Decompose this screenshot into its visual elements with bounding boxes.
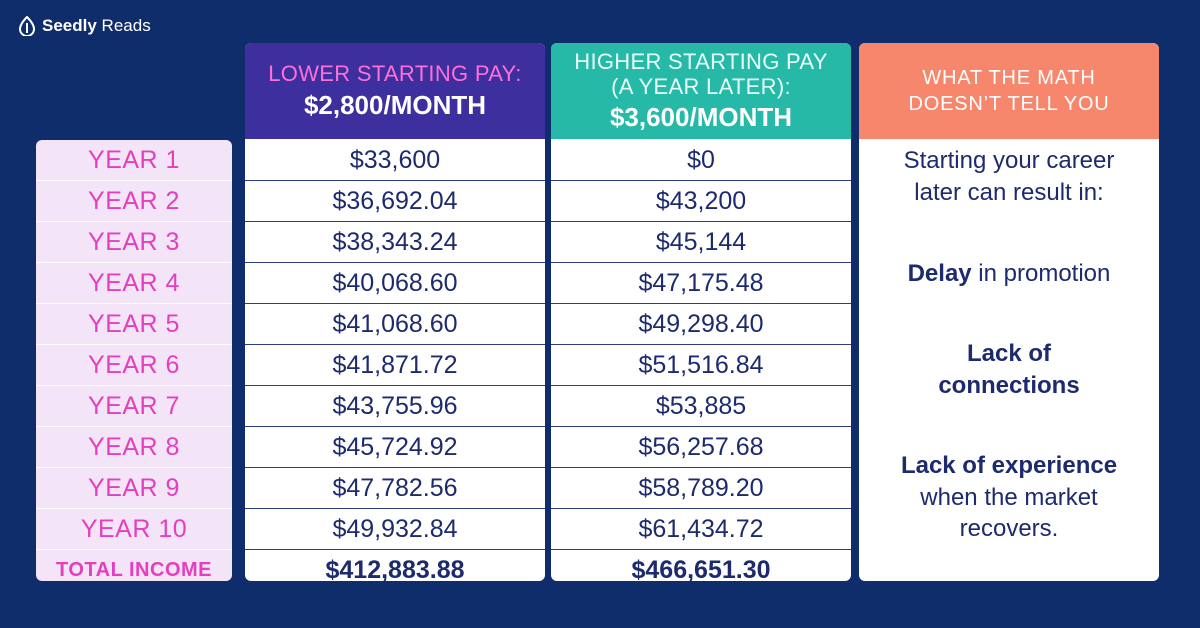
- higher-pay-values: $0 $43,200 $45,144 $47,175.48 $49,298.40 $51,…: [551, 140, 851, 581]
- lower-header-amount: $2,800/MONTH: [303, 89, 487, 120]
- lower-pay-header: LOWER STARTING PAY: $2,800/MONTH: [245, 43, 545, 139]
- note-connections-line1: Lack of: [966, 340, 1052, 367]
- note-experience-line2: when the market: [920, 483, 1098, 511]
- note-intro: Starting your career later can result in…: [859, 145, 1159, 208]
- lower-pay-values: $33,600 $36,692.04 $38,343.24 $40,068.60 $41…: [245, 140, 545, 581]
- brand-name: Seedly Reads: [42, 16, 151, 35]
- value-cell: $0: [551, 140, 851, 181]
- value-cell: $41,068.60: [245, 304, 545, 345]
- value-cell: $40,068.60: [245, 263, 545, 304]
- higher-header-line1: HIGHER STARTING PAY: [574, 48, 828, 74]
- higher-header-line2: (A YEAR LATER):: [611, 74, 791, 100]
- notes-column: WHAT THE MATH DOESN’T TELL YOU Starting …: [859, 43, 1159, 581]
- value-cell: $47,782.56: [245, 468, 545, 509]
- total-value-cell: $466,651.30: [631, 555, 771, 582]
- lower-pay-column: LOWER STARTING PAY: $2,800/MONTH $33,600…: [245, 43, 545, 581]
- value-cell: $36,692.04: [245, 181, 545, 222]
- value-cell: $41,871.72: [245, 345, 545, 386]
- higher-pay-header: HIGHER STARTING PAY (A YEAR LATER): $3,6…: [551, 43, 851, 139]
- notes-header-line2: DOESN’T TELL YOU: [908, 93, 1110, 115]
- note-experience-bold: Lack of experience: [900, 452, 1118, 479]
- note-delay-rest: in promotion: [971, 260, 1111, 287]
- year-label: YEAR 1: [36, 140, 232, 181]
- seed-icon: [18, 16, 36, 36]
- year-label: YEAR 5: [36, 304, 232, 345]
- note-connections-line2: connections: [938, 371, 1080, 399]
- value-cell: $53,885: [551, 386, 851, 427]
- note-intro-line2: later can result in:: [914, 178, 1104, 206]
- year-label-column: YEAR 1 YEAR 2 YEAR 3 YEAR 4 YEAR 5 YEAR 6 YEAR…: [36, 140, 232, 581]
- value-cell: $45,724.92: [245, 427, 545, 468]
- value-cell: $45,144: [551, 222, 851, 263]
- value-cell: $56,257.68: [551, 427, 851, 468]
- year-label: YEAR 3: [36, 222, 232, 263]
- note-intro-line1: Starting your career: [903, 147, 1115, 174]
- notes-header: WHAT THE MATH DOESN’T TELL YOU: [859, 43, 1159, 139]
- year-label: YEAR 8: [36, 427, 232, 468]
- total-income-label: TOTAL INCOME: [56, 558, 212, 581]
- year-label: YEAR 10: [36, 509, 232, 550]
- value-cell: $49,932.84: [245, 509, 545, 550]
- lower-header-line1: LOWER STARTING PAY:: [268, 61, 522, 87]
- note-delay-bold: Delay: [907, 260, 972, 287]
- value-cell: $33,600: [245, 140, 545, 181]
- value-cell: $61,434.72: [551, 509, 851, 550]
- brand-logo: Seedly Reads: [18, 16, 151, 36]
- value-cell: $43,200: [551, 181, 851, 222]
- year-label: YEAR 2: [36, 181, 232, 222]
- value-cell: $43,755.96: [245, 386, 545, 427]
- total-value-cell: $412,883.88: [325, 555, 465, 582]
- note-experience-line3: recovers.: [959, 515, 1059, 543]
- value-cell: $51,516.84: [551, 345, 851, 386]
- notes-header-line1: WHAT THE MATH: [922, 67, 1096, 89]
- value-cell: $58,789.20: [551, 468, 851, 509]
- value-cell: $47,175.48: [551, 263, 851, 304]
- year-label: YEAR 6: [36, 345, 232, 386]
- year-label: YEAR 4: [36, 263, 232, 304]
- note-connections: Lack of connections: [859, 338, 1159, 401]
- year-label: YEAR 9: [36, 468, 232, 509]
- value-cell: $49,298.40: [551, 304, 851, 345]
- note-delay: Delay in promotion: [859, 258, 1159, 290]
- year-label: YEAR 7: [36, 386, 232, 427]
- higher-header-amount: $3,600/MONTH: [609, 102, 793, 133]
- note-experience: Lack of experience when the market recov…: [859, 450, 1159, 545]
- higher-pay-column: HIGHER STARTING PAY (A YEAR LATER): $3,6…: [551, 43, 851, 581]
- value-cell: $38,343.24: [245, 222, 545, 263]
